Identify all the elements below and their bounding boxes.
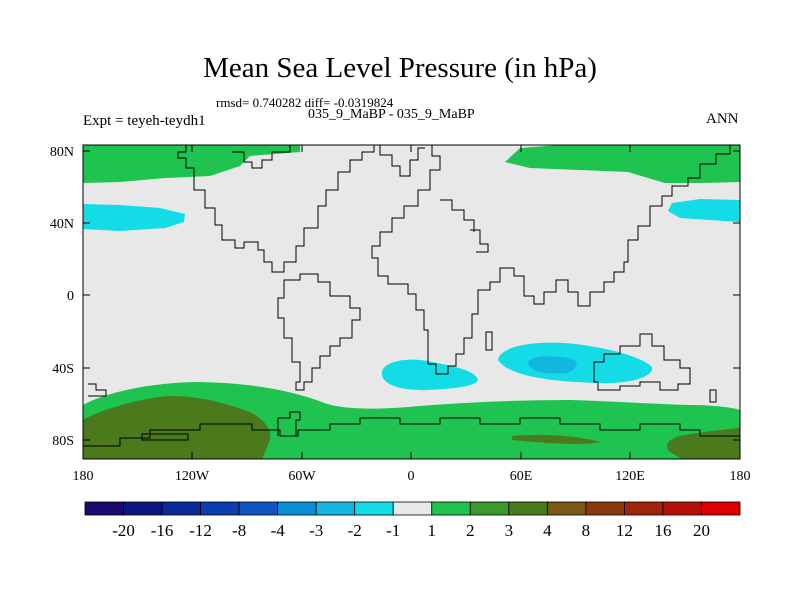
contour-positive-antarctic-streak bbox=[512, 434, 600, 444]
coastline-australia bbox=[593, 333, 691, 391]
season-label: ANN bbox=[706, 111, 739, 127]
coastline-eurasia-africa bbox=[371, 145, 731, 375]
coastline-greenland bbox=[379, 145, 425, 177]
colorbar-label: -16 bbox=[151, 521, 174, 540]
colorbar-label: 20 bbox=[693, 521, 710, 540]
lon-label-0: 0 bbox=[408, 469, 415, 484]
colorbar-swatch bbox=[431, 501, 471, 516]
colorbar-swatch bbox=[161, 501, 201, 516]
colorbar-label: -8 bbox=[232, 521, 246, 540]
colorbar-label: 12 bbox=[616, 521, 633, 540]
colorbar-swatch bbox=[546, 501, 587, 516]
lat-label-80s: 80S bbox=[52, 434, 74, 449]
contour-negative-north-pacific-west bbox=[83, 204, 185, 231]
contour-positive-north-west bbox=[83, 145, 300, 183]
lon-label-180-west: 180 bbox=[73, 469, 94, 484]
colorbar-label: 2 bbox=[466, 521, 475, 540]
contour-negative-north-pacific-east bbox=[668, 199, 740, 222]
coastline-antarctica bbox=[83, 417, 740, 452]
lat-tick-marks bbox=[83, 150, 740, 441]
contour-positive-antarctic-west bbox=[83, 396, 271, 459]
colorbar-swatch bbox=[469, 501, 510, 516]
coastline-south-america bbox=[277, 273, 361, 391]
lon-label-120w: 120W bbox=[175, 469, 210, 484]
experiment-label: Expt = teyeh-teydh1 bbox=[83, 113, 206, 129]
colorbar-swatch bbox=[238, 501, 279, 516]
coastline-new-zealand bbox=[709, 389, 717, 403]
colorbar-swatch bbox=[354, 501, 394, 516]
page-title: Mean Sea Level Pressure (in hPa) bbox=[203, 52, 597, 84]
colorbar-labels: -20 -16 -12 -8 -4 -3 -2 -1 1 2 3 4 8 12 16 20 bbox=[112, 521, 710, 540]
colorbar-label: -1 bbox=[386, 521, 400, 540]
colorbar-swatch bbox=[662, 501, 702, 516]
coastline-madagascar bbox=[485, 331, 493, 351]
lon-label-60w: 60W bbox=[288, 469, 316, 484]
lat-label-40n: 40N bbox=[50, 217, 74, 232]
colorbar-label: 16 bbox=[654, 521, 671, 540]
lat-label-40s: 40S bbox=[52, 362, 74, 377]
coastline-sw-pacific-island bbox=[88, 383, 107, 397]
coastline-antarctic-peninsula bbox=[277, 411, 301, 436]
colorbar-label: -2 bbox=[348, 521, 362, 540]
colorbar-swatch bbox=[84, 501, 124, 516]
colorbar-swatch bbox=[585, 501, 625, 516]
coastline-ice-shelf bbox=[141, 433, 189, 441]
map-field bbox=[83, 145, 740, 459]
colorbar-label: 8 bbox=[582, 521, 591, 540]
coastline-north-america bbox=[177, 145, 375, 273]
colorbar bbox=[84, 501, 741, 516]
colorbar-swatch bbox=[701, 501, 741, 516]
colorbar-label: 3 bbox=[505, 521, 514, 540]
contour-positive-north-east bbox=[505, 145, 740, 183]
lon-label-180-east: 180 bbox=[730, 469, 751, 484]
lon-label-120e: 120E bbox=[615, 469, 645, 484]
lon-label-60e: 60E bbox=[510, 469, 533, 484]
colorbar-swatch bbox=[200, 501, 240, 516]
contour-negative-south-indian-core bbox=[528, 356, 577, 374]
colorbar-label: -4 bbox=[271, 521, 286, 540]
lat-label-80n: 80N bbox=[50, 145, 74, 160]
stats-label: rmsd= 0.740282 diff= -0.0319824 bbox=[216, 95, 394, 110]
colorbar-swatch bbox=[508, 501, 548, 516]
colorbar-swatch bbox=[315, 501, 356, 516]
colorbar-swatch bbox=[392, 501, 433, 516]
colorbar-swatch bbox=[277, 501, 317, 516]
colorbar-label: 1 bbox=[428, 521, 437, 540]
lon-tick-marks bbox=[191, 145, 631, 459]
colorbar-swatch bbox=[624, 501, 664, 516]
colorbar-swatch bbox=[123, 501, 163, 516]
contour-negative-south-atlantic bbox=[381, 359, 478, 391]
coastline-north-america-interior bbox=[232, 145, 291, 169]
lat-label-0: 0 bbox=[67, 289, 74, 304]
colorbar-label: 4 bbox=[543, 521, 552, 540]
coastlines bbox=[83, 145, 740, 452]
colorbar-label: -20 bbox=[112, 521, 135, 540]
coastline-arabia-inner bbox=[470, 229, 489, 253]
colorbar-label: -12 bbox=[189, 521, 212, 540]
coastline-europe-inner bbox=[440, 199, 475, 232]
subtitle: 035_9_MaBP - 035_9_MaBP bbox=[308, 107, 475, 122]
colorbar-label: -3 bbox=[309, 521, 323, 540]
